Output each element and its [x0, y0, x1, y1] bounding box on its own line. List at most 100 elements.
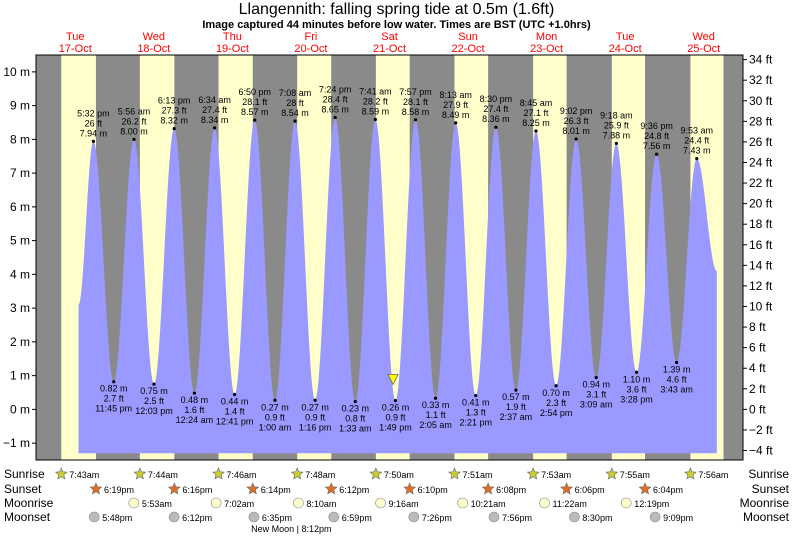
y-left-tick-label: 10 m	[3, 65, 30, 79]
high-tide-metres: 8.57 m	[241, 107, 269, 117]
low-tide-time: 12:03 pm	[135, 406, 173, 416]
sunrise-star-icon	[448, 467, 461, 480]
low-tide-time: 2:05 am	[419, 420, 452, 430]
high-tide-time: 6:34 am	[198, 95, 231, 105]
low-tide-metres: 0.27 m	[261, 402, 289, 412]
high-tide-time: 8:45 am	[520, 98, 553, 108]
low-tide-time: 3:28 pm	[620, 394, 653, 404]
high-tide-feet: 26.3 ft	[564, 116, 590, 126]
sunset-star-icon	[89, 482, 103, 495]
sunrise-time: 7:56am	[698, 470, 728, 480]
sunrise-time: 7:50am	[384, 470, 414, 480]
moonset-moon-icon	[408, 511, 420, 523]
y-right-tick-label: 30 ft	[749, 94, 773, 108]
day-date-label: 23-Oct	[530, 43, 563, 55]
tide-point	[695, 157, 699, 161]
current-position	[387, 374, 399, 386]
sunrise-time: 7:55am	[620, 470, 650, 480]
y-left-tick-label: 8 m	[10, 132, 30, 146]
high-tide-feet: 27.4 ft	[483, 104, 509, 114]
day-date-label: 20-Oct	[294, 43, 327, 55]
moonrise-moon-icon	[375, 497, 386, 509]
low-tide-metres: 0.33 m	[422, 400, 450, 410]
tide-curve	[78, 117, 717, 454]
tide-point	[474, 393, 478, 398]
moonset-time: 8:30pm	[582, 513, 612, 523]
high-tide-metres: 8.25 m	[522, 118, 550, 128]
sunrise-star-icon	[212, 467, 225, 480]
y-right-tick-label: −4 ft	[749, 444, 773, 458]
high-tide-feet: 27.4 ft	[202, 105, 228, 115]
tide-point	[413, 118, 418, 122]
tide-point	[192, 391, 197, 395]
tide-point	[313, 398, 317, 402]
low-tide-time: 3:43 am	[660, 384, 693, 394]
moonrise-time: 11:22am	[553, 499, 587, 509]
low-tide-feet: 1.6 ft	[184, 405, 205, 415]
moonset-moon-icon	[88, 511, 100, 523]
sunset-row-label-right: Sunset	[752, 482, 790, 496]
high-tide-metres: 7.94 m	[80, 128, 108, 138]
y-right-tick-label: 24 ft	[749, 155, 773, 169]
sunset-time: 6:16pm	[182, 485, 212, 495]
current-tide-marker	[387, 374, 399, 386]
low-tide-time: 11:45 pm	[95, 404, 132, 414]
high-tide-feet: 26 ft	[85, 118, 103, 128]
high-tide-metres: 7.88 m	[603, 130, 631, 140]
tide-point	[293, 119, 297, 123]
tide-area	[78, 117, 717, 454]
moonset-time: 6:12pm	[182, 513, 212, 523]
moonrise-moon-icon	[457, 497, 468, 509]
plot-border	[35, 54, 744, 461]
tide-point	[112, 380, 116, 384]
low-tide-time: 3:09 am	[580, 400, 613, 410]
low-tide-feet: 2.5 ft	[144, 396, 165, 406]
chart-frame	[35, 54, 744, 461]
chart-axes: −1 m 0 m 1 m 2 m 3 m 4 m 5 m 6 m 7 m 8 m 9 m 10 m −4…	[3, 53, 773, 458]
high-tide-metres: 8.32 m	[160, 116, 188, 126]
y-left-tick-label: 3 m	[10, 301, 30, 315]
high-tide-time: 7:57 pm	[399, 87, 432, 97]
low-tide-metres: 0.57 m	[502, 392, 530, 402]
day-weekday-label: Sat	[381, 31, 398, 43]
sunset-time: 6:06pm	[575, 485, 605, 495]
tide-point	[333, 115, 337, 120]
moonset-row-label-left: Moonset	[4, 510, 51, 524]
day-weekday-label: Thu	[223, 31, 242, 43]
high-tide-metres: 8.36 m	[482, 114, 510, 124]
high-tide-feet: 26.2 ft	[121, 116, 147, 126]
moonset-moon-icon	[649, 511, 661, 523]
y-right-tick-label: 12 ft	[749, 279, 773, 293]
sunrise-star-icon	[290, 467, 304, 480]
y-right-tick-label: 16 ft	[749, 238, 773, 252]
moon-phase-label: New Moon | 8:12pm	[251, 524, 331, 534]
tide-point	[654, 152, 659, 156]
moonrise-moon-icon	[539, 497, 550, 509]
moonrise-time: 10:21am	[471, 499, 506, 509]
high-tide-feet: 28.1 ft	[242, 97, 268, 107]
sunset-star-icon	[560, 482, 574, 495]
low-tide-feet: 3.6 ft	[627, 384, 648, 394]
moonset-time: 7:26pm	[422, 513, 452, 523]
sunset-time: 6:14pm	[261, 485, 291, 495]
low-tide-time: 12:41 pm	[216, 417, 254, 427]
moonset-time: 7:56pm	[502, 513, 532, 523]
sunset-star-icon	[403, 482, 417, 495]
sunset-row-label-left: Sunset	[4, 482, 42, 496]
high-tide-feet: 24.4 ft	[684, 136, 710, 146]
chart-title: Llangennith: falling spring tide at 0.5m…	[238, 1, 555, 18]
low-tide-feet: 2.7 ft	[104, 394, 125, 404]
tide-point	[353, 400, 357, 404]
tide-point	[494, 125, 498, 129]
moonset-moon-icon	[488, 511, 500, 523]
low-tide-time: 1:33 am	[339, 424, 372, 434]
high-tide-time: 6:50 pm	[238, 87, 271, 97]
tide-point	[634, 370, 639, 374]
moonrise-moon-icon	[620, 497, 632, 509]
sunrise-time: 7:44am	[148, 470, 178, 480]
chart-subtitle: Image captured 44 minutes before low wat…	[202, 19, 591, 31]
low-tide-time: 1:00 am	[259, 422, 292, 432]
high-tide-feet: 28.4 ft	[323, 94, 349, 104]
high-tide-feet: 28.1 ft	[403, 97, 429, 107]
